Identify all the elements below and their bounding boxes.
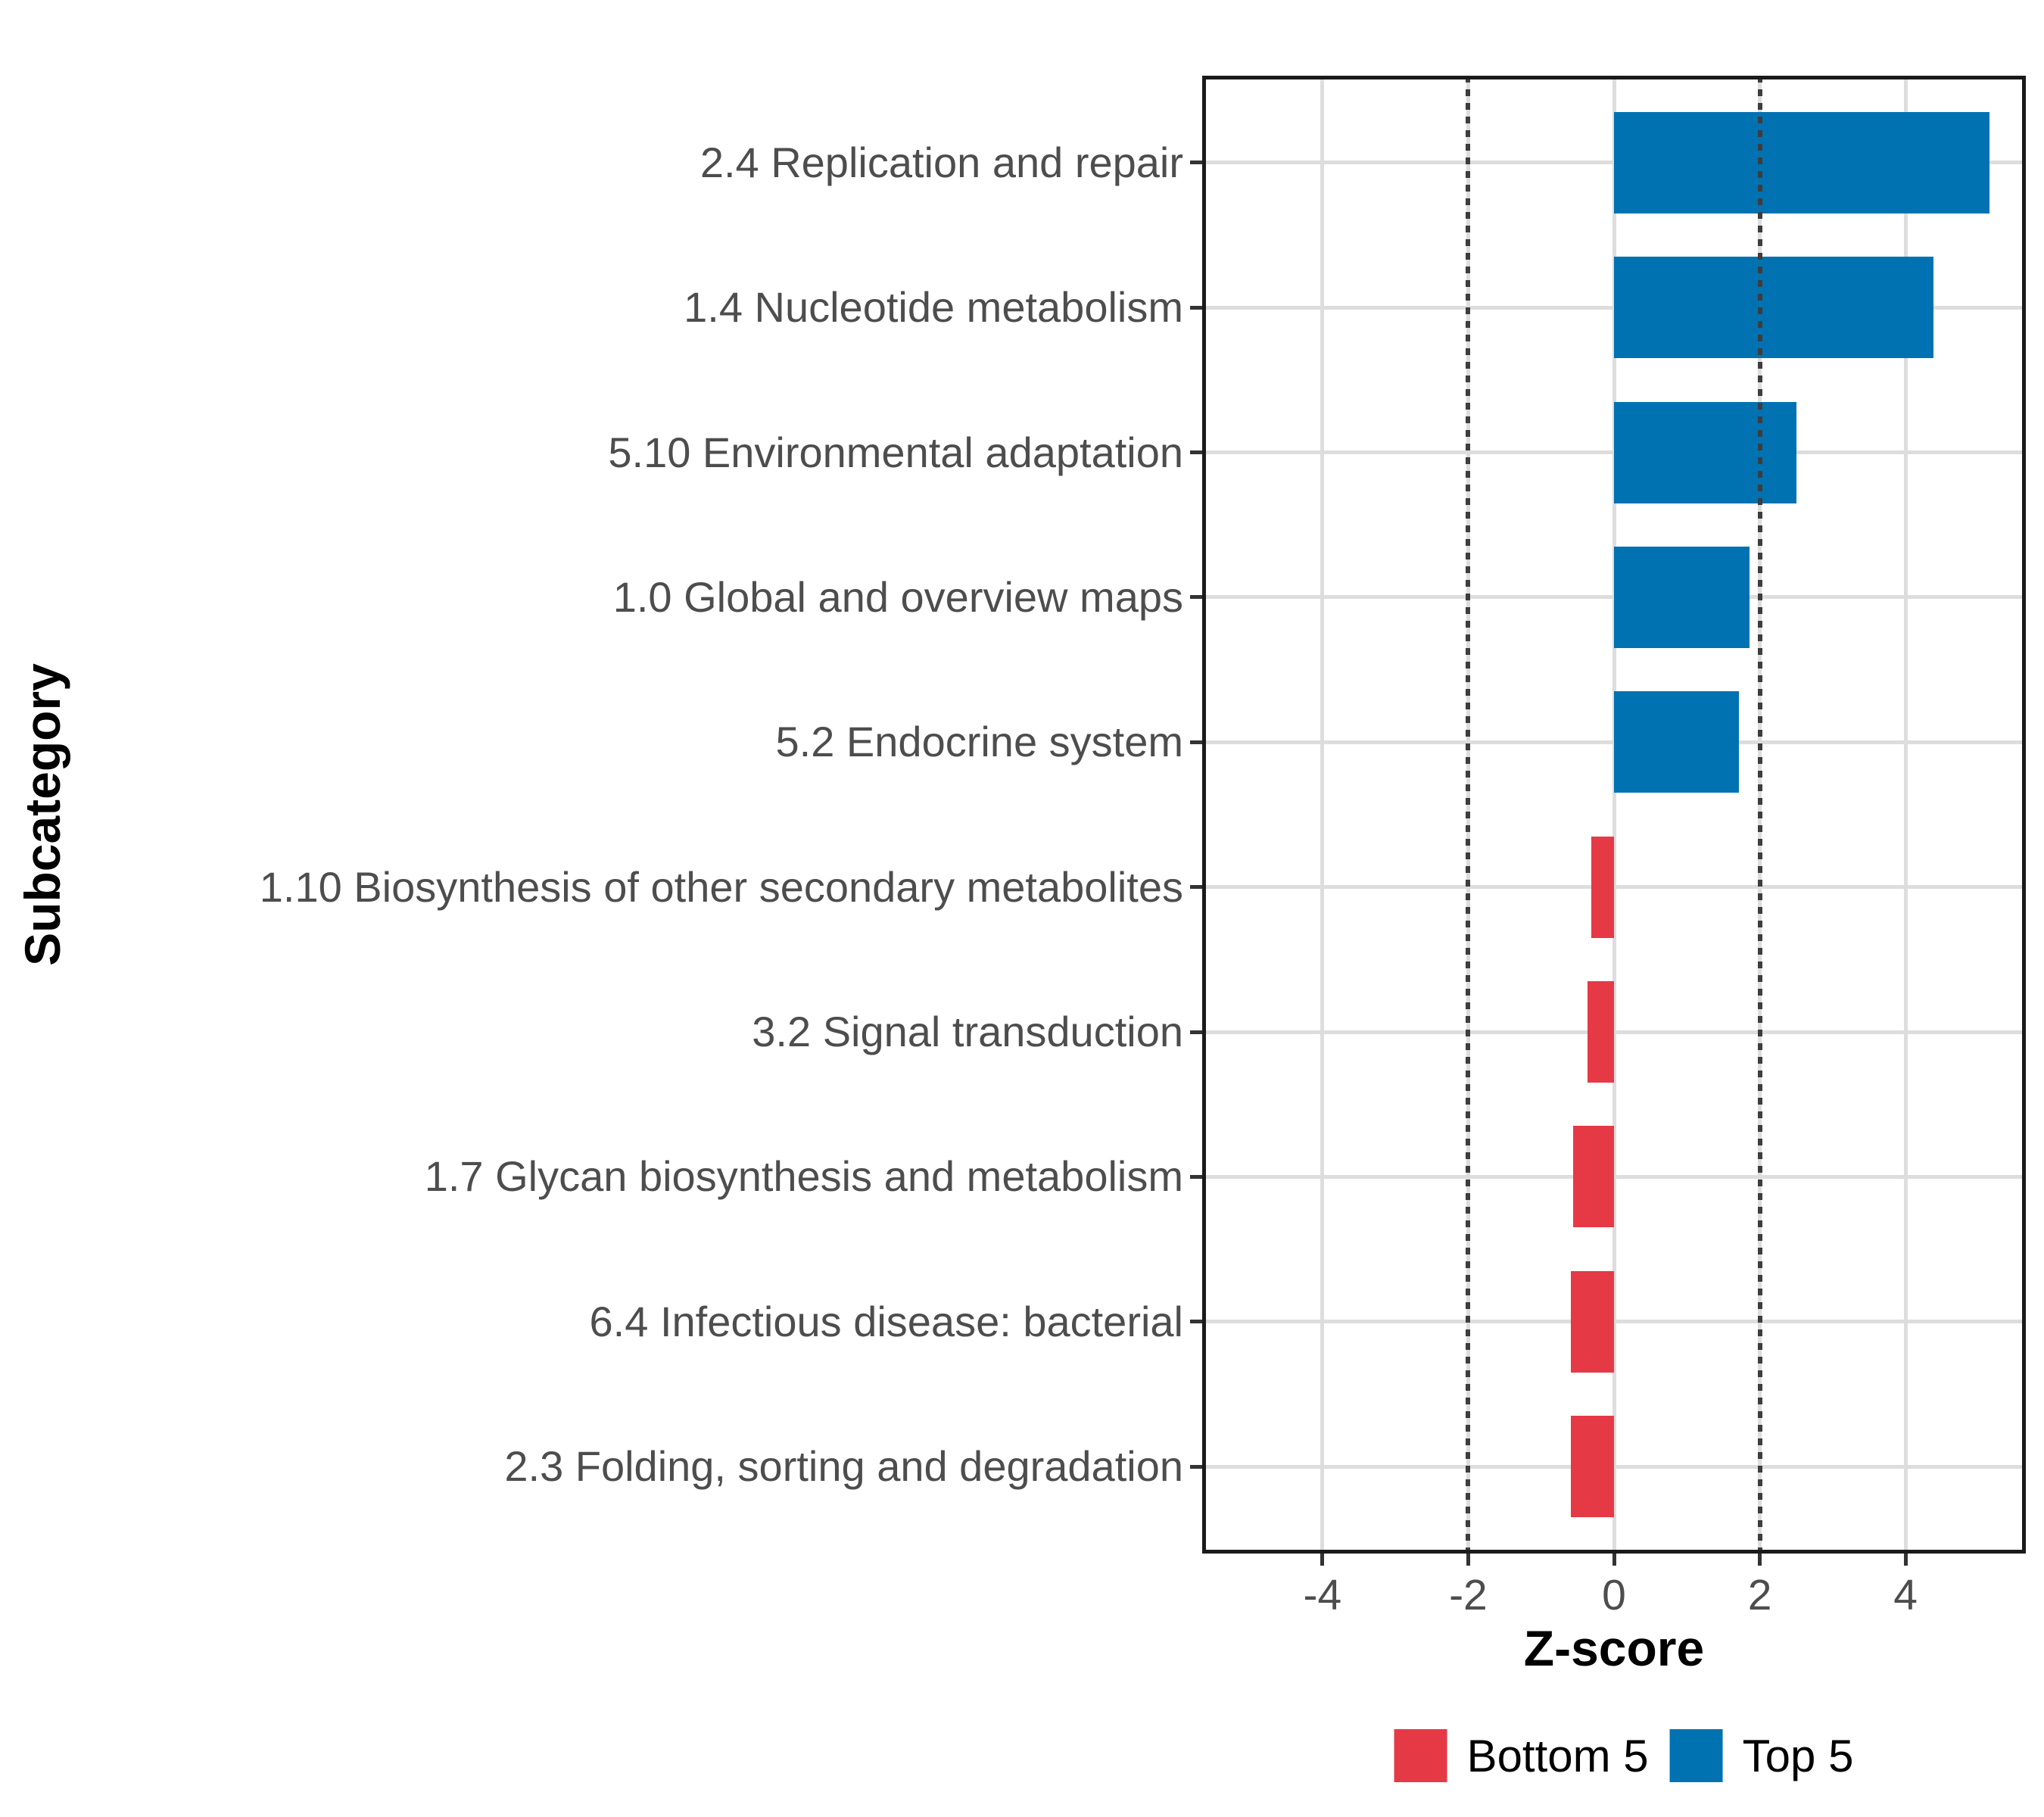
v-gridline xyxy=(1612,76,1616,1554)
category-label: 1.7 Glycan biosynthesis and metabolism xyxy=(424,1152,1183,1201)
x-axis-tick xyxy=(1758,1554,1762,1566)
y-axis-tick xyxy=(1190,1174,1202,1179)
bar-top5 xyxy=(1614,257,1933,359)
y-axis-tick xyxy=(1190,450,1202,455)
category-label: 5.10 Environmental adaptation xyxy=(608,428,1183,476)
v-gridline xyxy=(1320,76,1325,1554)
bar-top5 xyxy=(1614,691,1739,793)
y-axis-title: Subcategory xyxy=(14,663,70,966)
x-tick-label: 0 xyxy=(1602,1571,1626,1619)
y-axis-tick xyxy=(1190,885,1202,890)
category-label: 2.3 Folding, sorting and degradation xyxy=(504,1442,1183,1491)
legend: Bottom 5 Top 5 xyxy=(1394,1729,1854,1782)
bar-bottom5 xyxy=(1588,981,1614,1083)
category-label: 6.4 Infectious disease: bacterial xyxy=(589,1297,1183,1345)
y-axis-tick xyxy=(1190,305,1202,310)
category-label: 1.4 Nucleotide metabolism xyxy=(684,283,1183,332)
x-axis-title: Z-score xyxy=(1523,1620,1705,1676)
category-label: 1.0 Global and overview maps xyxy=(612,572,1183,621)
y-axis-tick xyxy=(1190,161,1202,165)
x-axis-tick xyxy=(1903,1554,1908,1566)
y-axis-tick xyxy=(1190,740,1202,744)
category-label: 3.2 Signal transduction xyxy=(752,1008,1183,1056)
reference-line xyxy=(1757,76,1762,1554)
bar-bottom5 xyxy=(1591,836,1614,938)
category-label: 2.4 Replication and repair xyxy=(700,138,1183,186)
y-axis-tick xyxy=(1190,1320,1202,1324)
y-axis-tick xyxy=(1190,1464,1202,1469)
x-axis-tick xyxy=(1320,1554,1325,1566)
bar-top5 xyxy=(1614,546,1750,648)
bar-top5 xyxy=(1614,111,1989,213)
x-tick-label: 4 xyxy=(1893,1571,1918,1619)
category-label: 5.2 Endocrine system xyxy=(775,718,1183,766)
bar-bottom5 xyxy=(1573,1126,1614,1228)
y-axis-tick xyxy=(1190,1030,1202,1034)
v-gridline xyxy=(1903,76,1908,1554)
x-axis-tick xyxy=(1466,1554,1470,1566)
x-tick-label: -2 xyxy=(1449,1571,1488,1619)
legend-swatch xyxy=(1394,1729,1447,1782)
x-tick-label: -4 xyxy=(1303,1571,1342,1619)
bar-bottom5 xyxy=(1571,1416,1614,1518)
category-label: 1.10 Biosynthesis of other secondary met… xyxy=(259,862,1183,911)
legend-label: Bottom 5 xyxy=(1466,1730,1649,1781)
x-axis-tick xyxy=(1612,1554,1616,1566)
legend-swatch xyxy=(1669,1729,1723,1782)
panel-border xyxy=(1202,76,2026,1554)
y-axis-tick xyxy=(1190,595,1202,600)
reference-line xyxy=(1466,76,1471,1554)
bar-bottom5 xyxy=(1571,1270,1614,1373)
x-tick-label: 2 xyxy=(1747,1571,1772,1619)
legend-item: Top 5 xyxy=(1669,1729,1854,1782)
legend-label: Top 5 xyxy=(1742,1730,1854,1781)
bar-top5 xyxy=(1614,401,1796,503)
legend-item: Bottom 5 xyxy=(1394,1729,1649,1782)
